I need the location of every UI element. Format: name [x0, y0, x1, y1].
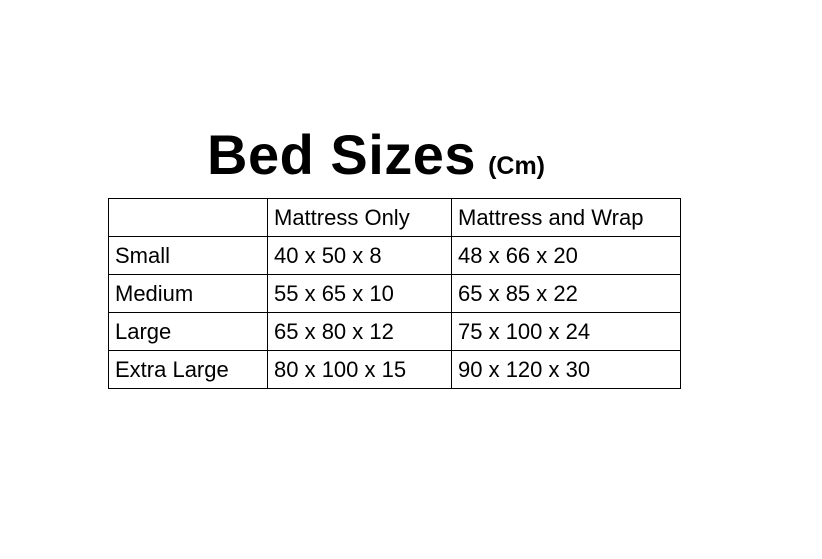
header-cell [108, 198, 268, 237]
table-header-row: Mattress Only Mattress and Wrap [108, 198, 681, 237]
size-cell: Medium [108, 274, 268, 313]
mattress-only-cell: 55 x 65 x 10 [267, 274, 452, 313]
mattress-wrap-cell: 48 x 66 x 20 [451, 236, 681, 275]
table-row: Small 40 x 50 x 8 48 x 66 x 20 [108, 236, 681, 275]
table-row: Medium 55 x 65 x 10 65 x 85 x 22 [108, 274, 681, 313]
mattress-only-cell: 40 x 50 x 8 [267, 236, 452, 275]
size-cell: Small [108, 236, 268, 275]
mattress-wrap-cell: 90 x 120 x 30 [451, 350, 681, 389]
unit-label: (Cm) [488, 152, 545, 180]
size-cell: Extra Large [108, 350, 268, 389]
mattress-only-cell: 65 x 80 x 12 [267, 312, 452, 351]
mattress-wrap-cell: 75 x 100 x 24 [451, 312, 681, 351]
page-title: Bed Sizes (Cm) [207, 122, 545, 187]
table-row: Large 65 x 80 x 12 75 x 100 x 24 [108, 312, 681, 351]
title-text: Bed Sizes [207, 123, 477, 186]
header-cell: Mattress Only [267, 198, 452, 237]
table-row: Extra Large 80 x 100 x 15 90 x 120 x 30 [108, 350, 681, 389]
mattress-wrap-cell: 65 x 85 x 22 [451, 274, 681, 313]
size-cell: Large [108, 312, 268, 351]
bed-sizes-table: Mattress Only Mattress and Wrap Small 40… [108, 198, 681, 389]
header-cell: Mattress and Wrap [451, 198, 681, 237]
mattress-only-cell: 80 x 100 x 15 [267, 350, 452, 389]
